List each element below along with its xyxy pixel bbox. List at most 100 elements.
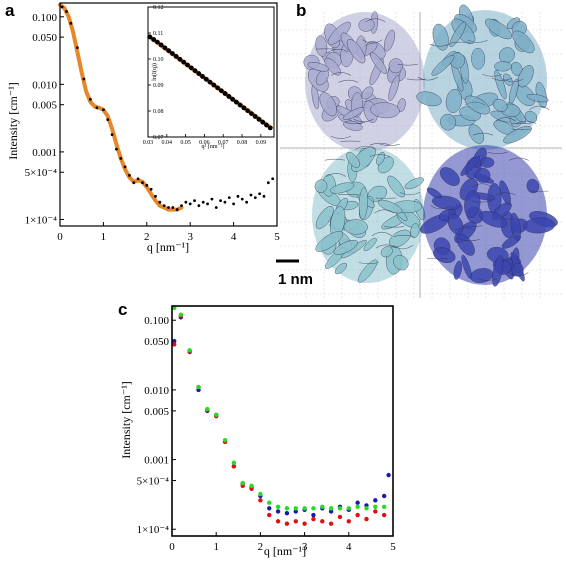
inset-data-point (181, 59, 187, 65)
panel-c-ylabel: Intensity [cm⁻¹] (119, 381, 133, 459)
inset-data-point (155, 39, 160, 45)
panel-c-series-1-point (311, 516, 316, 522)
panel-c: c Intensity [cm⁻¹] q [nm⁻¹] 0 1 2 3 4 5 0.100 0… (118, 300, 396, 558)
panel-c-series-0-point (311, 512, 316, 518)
panel-b: b 1 nm (276, 1, 562, 298)
panel-a-data-point (145, 183, 149, 187)
inset-data-point (188, 65, 194, 71)
panel-c-series-0-point (381, 493, 387, 499)
panel-a-data-point (180, 204, 183, 208)
panel-c-series-1-point (302, 521, 307, 526)
panel-a-data-point (258, 192, 262, 196)
a-ytick-label: 0.001 (32, 147, 57, 159)
panel-c-series-0-point (386, 472, 391, 478)
panel-c-series-1-point (275, 519, 281, 524)
c-xtick-label: 4 (346, 541, 352, 553)
panel-c-series-2-point (364, 506, 369, 511)
panel-c-series-2-point (187, 348, 192, 353)
inset-xtick-label: 0.07 (218, 140, 229, 146)
c-ytick-label: 0.001 (144, 455, 169, 467)
panel-a-data-point (65, 10, 68, 13)
panel-a-data-point (95, 106, 99, 110)
panel-a-data-point (175, 208, 179, 211)
panel-c-series-2-point (275, 504, 281, 509)
panel-a-data-point (158, 200, 162, 204)
panel-c-series-1-point (320, 519, 325, 524)
c-ytick-label: 0.010 (144, 385, 169, 397)
inset-data-point (267, 125, 273, 131)
panel-a-data-point (171, 206, 175, 209)
protein-subunit-top-right (416, 4, 550, 150)
a-ytick-label: 1×10⁻⁴ (25, 214, 58, 226)
panel-c-series-1-point (346, 519, 351, 524)
c-ytick-label: 0.050 (144, 336, 169, 348)
inset-data-point (185, 62, 190, 68)
inset-data-point (170, 51, 175, 56)
panel-c-series-2-point (373, 504, 378, 509)
inset-data-point (147, 34, 153, 40)
panel-a-data-point (210, 197, 214, 201)
panel-c-series-2-point (346, 506, 351, 511)
panel-c-series-1-point (258, 498, 263, 503)
panel-a-data-point (141, 181, 144, 185)
panel-c-frame (171, 305, 394, 537)
panel-c-series-2-point (222, 437, 228, 443)
panel-c-series-2-point (178, 312, 184, 317)
panel-a-data-point (162, 204, 166, 208)
inset-data-point (173, 54, 179, 59)
panel-c-series-2-point (258, 491, 263, 497)
c-xtick-label: 0 (169, 541, 175, 553)
panel-a-data-point (82, 77, 86, 81)
panel-c-series-1-point (172, 342, 177, 347)
panel-c-series-2-point (337, 506, 343, 511)
inset-frame (147, 6, 275, 138)
inset-data-point (256, 116, 262, 122)
a-ytick-label: 0.100 (32, 12, 57, 24)
panel-c-series-0-point (284, 510, 290, 516)
panel-a-data-point (197, 204, 201, 208)
protein-structure-image (303, 4, 558, 287)
panel-c-series-2-point (293, 506, 298, 511)
inset-data-point (192, 68, 198, 74)
panel-a-data-point (219, 199, 222, 203)
panel-a-data-point (214, 206, 218, 209)
panel-a-data-point (75, 46, 79, 49)
inset-data-point (207, 79, 213, 85)
inset-ytick-label: 0.09 (153, 83, 164, 89)
panel-c-series-0-point (328, 509, 334, 514)
panel-a-data-point (188, 202, 192, 206)
inset-data-point (230, 96, 236, 102)
panel-c-series-2-point (267, 500, 272, 505)
panel-a-data-point (201, 200, 205, 204)
inset-data-point (177, 56, 183, 62)
inset-xtick-label: 0.09 (256, 140, 267, 146)
panel-a-data-point (115, 147, 118, 151)
inset-data-point (233, 99, 239, 105)
a-xtick-label: 2 (144, 231, 150, 243)
panel-c-series-1-point (231, 464, 237, 469)
panel-c-series-1-point (373, 509, 378, 514)
panel-c-series-2-point (320, 504, 325, 509)
panel-a-xlabel: q [nm⁻¹] (147, 240, 189, 254)
inset-data-point (241, 105, 247, 111)
panel-a-data-point (249, 193, 253, 197)
panel-a-data-point (136, 177, 140, 181)
panel-c-series-1-point (267, 512, 272, 518)
panel-c-series-2-point (196, 384, 201, 390)
inset-data-point (226, 94, 232, 99)
panel-a-data-point (245, 200, 249, 204)
inset-ytick-label: 0.11 (153, 31, 163, 37)
panel-a-data-point (184, 200, 188, 204)
panel-a-data-point (240, 197, 244, 201)
c-ytick-label: 5×10⁻⁴ (137, 476, 170, 488)
panel-a-ylabel: Intensity [cm⁻¹] (6, 82, 20, 160)
panel-c-series-1-point (328, 521, 334, 526)
a-ytick-label: 5×10⁻⁴ (25, 167, 58, 179)
inset-xtick-label: 0.06 (199, 140, 210, 146)
inset-data-point (211, 82, 217, 88)
inset-ytick-label: 0.07 (153, 135, 164, 141)
panel-c-series-2-point (214, 412, 219, 417)
panel-c-series-2-point (302, 506, 307, 511)
a-xtick-label: 3 (187, 231, 193, 243)
